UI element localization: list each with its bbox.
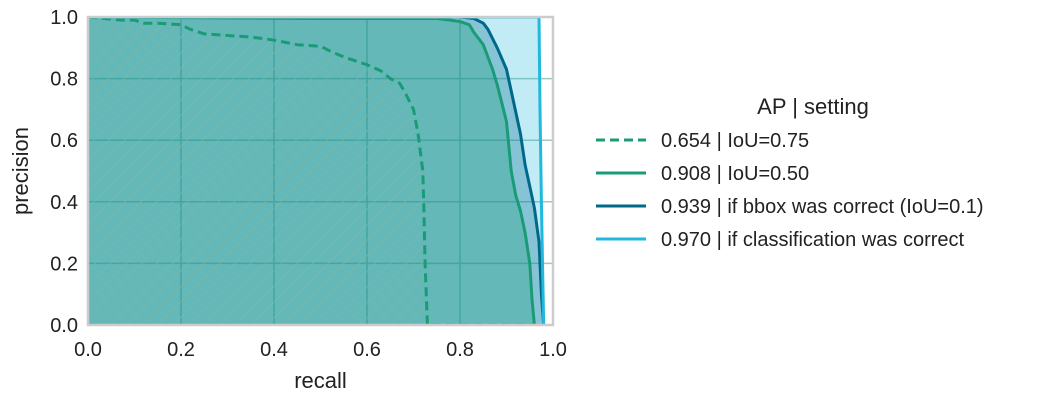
legend-label: 0.970 | if classification was correct	[661, 229, 965, 251]
legend-label: 0.654 | IoU=0.75	[661, 130, 809, 152]
x-tick-label: 1.0	[539, 339, 567, 361]
x-tick-label: 0.0	[74, 339, 102, 361]
legend-label: 0.908 | IoU=0.50	[661, 163, 809, 185]
y-tick-label: 0.8	[50, 69, 78, 91]
series-line	[88, 17, 546, 325]
y-tick-label: 1.0	[50, 7, 78, 29]
series-area-fill	[88, 17, 535, 325]
y-tick-label: 0.2	[50, 253, 78, 275]
legend: AP | setting 0.654 | IoU=0.75 0.908 | IoU…	[596, 94, 984, 251]
area-fills	[88, 17, 544, 325]
legend-title: AP | setting	[757, 94, 869, 119]
x-tick-labels: 0.0 0.2 0.4 0.6 0.8 1.0	[74, 339, 567, 361]
x-axis-label: recall	[294, 368, 347, 393]
series-lines	[88, 17, 546, 325]
series-line	[88, 17, 536, 325]
x-tick-label: 0.8	[446, 339, 474, 361]
series-line	[88, 17, 535, 325]
x-tick-label: 0.2	[167, 339, 195, 361]
legend-label: 0.939 | if bbox was correct (IoU=0.1)	[661, 196, 984, 218]
y-tick-label: 0.4	[50, 192, 78, 214]
y-tick-label: 0.0	[50, 315, 78, 337]
y-tick-label: 0.6	[50, 130, 78, 152]
y-axis-label: precision	[8, 127, 33, 215]
plot-frame	[86, 15, 555, 327]
x-tick-label: 0.4	[260, 339, 288, 361]
y-tick-labels: 0.0 0.2 0.4 0.6 0.8 1.0	[50, 7, 78, 337]
series-line	[88, 17, 546, 325]
x-tick-label: 0.6	[353, 339, 381, 361]
